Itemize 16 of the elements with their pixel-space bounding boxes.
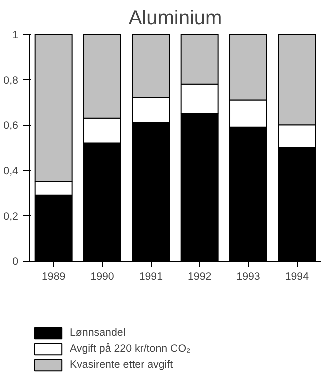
y-tick-label: 0 bbox=[12, 256, 19, 268]
y-tick-label: 0,4 bbox=[4, 166, 19, 178]
y-tick-label: 0,8 bbox=[4, 74, 19, 87]
legend-label: Kvasirente etter avgift bbox=[70, 359, 174, 371]
y-tick-label: 1 bbox=[12, 30, 19, 42]
legend-label: Lønnsandel bbox=[70, 327, 126, 339]
x-tick-label: 1990 bbox=[90, 271, 114, 284]
y-tick-label: 0,6 bbox=[4, 120, 19, 132]
legend-label: Avgift på 220 kr/tonn CO₂ bbox=[70, 343, 191, 355]
x-tick-label: 1993 bbox=[236, 271, 260, 284]
x-tick-label: 1992 bbox=[188, 271, 212, 284]
x-tick-label: 1994 bbox=[285, 271, 310, 284]
x-tick-label: 1989 bbox=[42, 271, 66, 284]
x-tick-label: 1991 bbox=[139, 271, 164, 284]
chart-title: Aluminium bbox=[128, 8, 222, 30]
y-tick-label: 0,2 bbox=[4, 210, 19, 223]
